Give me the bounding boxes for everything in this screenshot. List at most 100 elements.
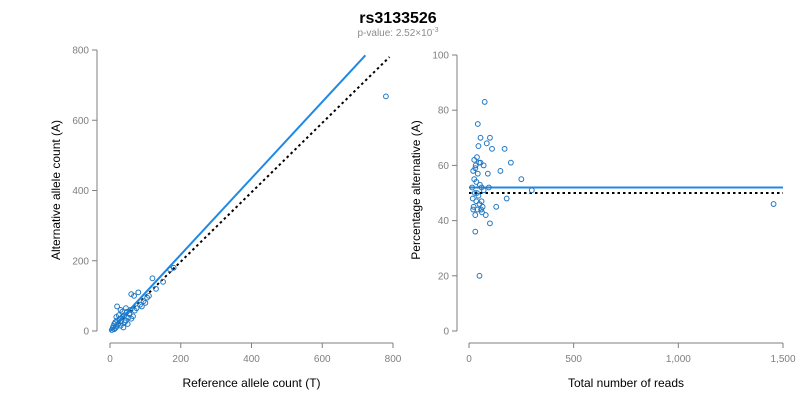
p-value-exponent: -3 [432,27,438,34]
data-point [126,310,133,317]
y-tick-label: 60 [438,161,450,172]
data-point [481,99,488,105]
data-point [485,184,492,191]
x-axis-label: Total number of reads [568,376,684,390]
y-tick-label: 800 [72,46,89,57]
data-point [484,170,491,177]
data-point [478,198,485,205]
right-scatter-panel: 0 20 40 60 80 100 0 500 1,000 1,500 Total number o… [409,51,796,391]
y-tick-label: 600 [72,116,89,127]
y-axis-label: Alternative allele count (A) [49,120,63,260]
data-point [472,212,479,218]
x-tick-label: 500 [565,354,582,365]
data-point [475,192,482,199]
data-point [119,308,126,315]
y-tick-label: 100 [432,51,449,62]
data-point [115,312,122,319]
left-scatter-panel: 0 200 400 600 800 0 200 400 600 800 Reference alle… [49,46,402,391]
data-point [493,203,500,210]
data-point [131,292,137,299]
data-point [124,321,131,327]
x-tick-label: 200 [172,354,189,365]
data-point [487,220,493,227]
data-point [137,301,143,308]
data-point [114,321,121,328]
y-tick-label: 400 [72,186,89,197]
data-point [479,209,485,216]
data-point [501,145,508,152]
x-tick-label: 0 [466,354,472,365]
x-tick-label: 1,500 [770,354,795,365]
data-point [133,305,140,312]
y-tick-label: 0 [83,327,89,338]
data-point [474,170,481,177]
data-point [138,303,145,310]
x-tick-label: 400 [243,354,260,365]
data-point [149,275,156,282]
data-point [474,121,481,127]
data-point [472,165,479,172]
data-point [475,143,482,149]
data-point [114,303,120,310]
data-point [474,154,480,161]
data-point [483,140,490,147]
y-tick-label: 200 [72,256,89,267]
data-point [487,134,493,141]
y-tick-label: 40 [438,216,450,227]
data-point [482,212,489,218]
figure-subtitle: p-value: 2.52×10-3 [357,27,438,39]
data-point [497,168,504,174]
data-point [170,264,177,271]
data-point [146,292,152,299]
data-point [507,159,514,166]
p-value-text: p-value: 2.52×10 [357,28,432,39]
data-point [470,206,477,213]
data-point [123,305,129,312]
data-point [528,187,535,194]
data-point [120,324,127,331]
fit-line [109,54,367,332]
data-point [473,179,480,185]
data-point [153,285,159,292]
y-tick-label: 80 [438,106,450,117]
data-point [135,289,142,296]
data-point [140,298,147,305]
x-tick-label: 600 [314,354,331,365]
data-point [144,294,151,301]
data-point [128,291,135,298]
data-point [471,156,478,163]
x-axis-label: Reference allele count (T) [182,376,320,390]
figure-title: rs3133526 [359,10,437,27]
data-point [473,198,480,205]
data-point [470,203,477,210]
data-point [469,195,476,202]
y-tick-label: 20 [438,271,450,282]
data-point [480,162,487,169]
data-point [472,228,479,235]
y-tick-label: 0 [443,327,449,338]
data-point [471,190,478,196]
data-point [503,195,510,202]
data-point [477,134,484,141]
reference-line [109,56,391,332]
data-point [479,203,486,210]
data-point [117,307,124,313]
data-point [489,145,495,152]
x-tick-label: 0 [107,354,113,365]
data-point [474,190,480,196]
data-point [480,187,487,194]
x-tick-label: 1,000 [666,354,691,365]
y-axis-label: Percentage alternative (A) [409,120,423,259]
data-point [142,300,149,306]
data-point [160,278,166,285]
data-point [770,201,777,207]
data-point [474,206,481,213]
data-point [472,162,479,169]
data-point [469,184,476,191]
data-point [383,93,389,100]
data-point [478,206,485,213]
data-point [130,313,136,320]
data-point [518,176,525,183]
x-tick-label: 800 [385,354,402,365]
